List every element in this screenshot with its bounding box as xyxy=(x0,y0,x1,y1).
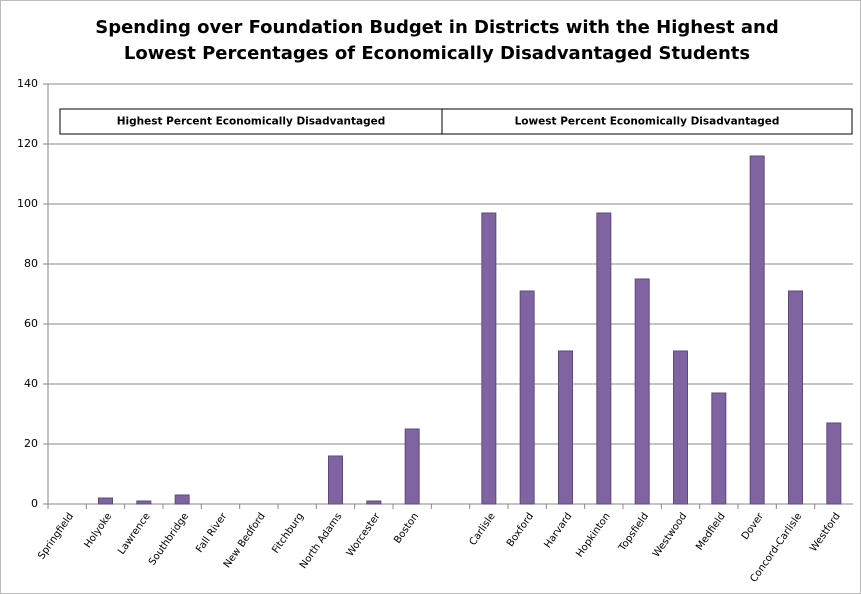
chart-title: Lowest Percentages of Economically Disad… xyxy=(124,43,750,64)
bar xyxy=(596,212,612,505)
bar xyxy=(749,155,765,505)
chart-title: Spending over Foundation Budget in Distr… xyxy=(95,17,778,38)
bar xyxy=(519,290,535,505)
annotation: Lowest Percent Economically Disadvantage… xyxy=(515,116,780,128)
bar xyxy=(174,494,190,505)
y-tick-label: 0 xyxy=(31,497,38,510)
bar xyxy=(634,278,650,505)
bar xyxy=(404,428,420,505)
y-tick-label: 100 xyxy=(17,197,38,210)
annotation-box xyxy=(441,108,853,135)
bar xyxy=(366,500,382,505)
bar xyxy=(481,212,497,505)
bar xyxy=(136,500,152,505)
bar xyxy=(788,290,803,505)
bar xyxy=(711,392,727,505)
bar xyxy=(826,422,842,505)
y-tick-label: 120 xyxy=(17,137,38,150)
annotation: Highest Percent Economically Disadvantag… xyxy=(117,116,386,128)
y-tick-label: 20 xyxy=(24,437,38,450)
y-tick-label: 140 xyxy=(17,77,38,90)
y-tick-label: 40 xyxy=(24,377,38,390)
bar xyxy=(328,455,343,505)
bar xyxy=(673,350,688,505)
y-tick-label: 80 xyxy=(24,257,38,270)
bar xyxy=(558,350,573,505)
bar xyxy=(98,497,113,505)
y-tick-label: 60 xyxy=(24,317,38,330)
